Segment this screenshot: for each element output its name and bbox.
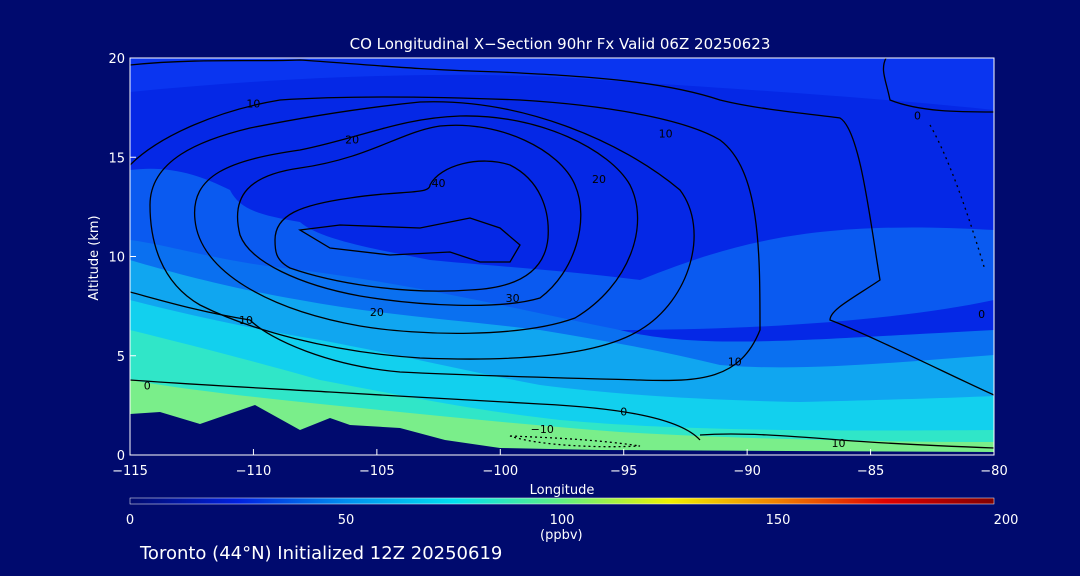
- field-band-mid-upper: [130, 168, 994, 330]
- y-tick-label-3: 15: [108, 151, 125, 166]
- y-tick-label-2: 10: [108, 251, 125, 266]
- contour-0-lower: [130, 379, 701, 441]
- x-tick-label-1: −110: [236, 464, 272, 479]
- colorbar-tick-2: 100: [550, 513, 575, 528]
- x-tick-label-3: −100: [482, 464, 518, 479]
- contour-10-surface: [699, 433, 994, 449]
- x-axis-label: Longitude: [530, 483, 595, 498]
- y-axis-label: Altitude (km): [87, 215, 102, 300]
- contour-0-top: [882, 58, 994, 113]
- colorbar: [129, 497, 995, 505]
- contour-label-10: −10: [531, 423, 554, 436]
- contour-20-upper: [193, 115, 639, 335]
- co-concentration-field: [130, 58, 994, 455]
- contour-label-9: 0: [620, 405, 627, 418]
- contour-label-5: 30: [506, 292, 520, 305]
- contour-10: [130, 96, 761, 382]
- contour-label-6: 20: [370, 306, 384, 319]
- contour-m10: [509, 435, 641, 448]
- chart-title: CO Longitudinal X−Section 90hr Fx Valid …: [349, 35, 771, 53]
- x-tick-label-0: −115: [112, 464, 148, 479]
- contour-label-1: 20: [345, 133, 359, 146]
- contour-label-4: 10: [659, 127, 673, 140]
- y-axis: 0 5 10 15 20: [108, 52, 136, 464]
- contour-labels: 10 20 40 20 10 30 20 10 0 0 −10 10 10 0 0: [144, 98, 985, 450]
- y-tick-label-4: 20: [108, 52, 125, 67]
- x-tick-label-5: −90: [733, 464, 760, 479]
- contour-label-2: 40: [432, 177, 446, 190]
- co-contour-lines: [130, 58, 994, 449]
- colorbar-tick-3: 150: [766, 513, 791, 528]
- field-band-upper: [130, 58, 994, 110]
- contour-label-8: 0: [144, 380, 151, 393]
- x-tick-label-6: −85: [857, 464, 884, 479]
- contour-0-dotted: [929, 124, 986, 271]
- contour-label-14: 0: [978, 308, 985, 321]
- contour-label-3: 20: [592, 173, 606, 186]
- contour-label-12: 10: [831, 437, 845, 450]
- y-tick-label-1: 5: [117, 350, 125, 365]
- contour-20: [149, 101, 695, 360]
- contour-40-outer: [274, 160, 549, 292]
- colorbar-unit-label: (ppbv): [540, 528, 583, 543]
- x-tick-label-7: −80: [980, 464, 1007, 479]
- contour-label-11: 10: [728, 356, 742, 369]
- x-tick-label-4: −95: [610, 464, 637, 479]
- colorbar-tick-1: 50: [338, 513, 355, 528]
- contour-0-upper: [130, 59, 994, 396]
- contour-40-inner: [298, 217, 521, 263]
- contour-label-13: 0: [914, 110, 921, 123]
- terrain: [130, 405, 994, 455]
- contour-label-0: 10: [246, 98, 260, 111]
- colorbar-tick-4: 200: [994, 513, 1019, 528]
- x-axis: −115 −110 −105 −100 −95 −90 −85 −80: [112, 449, 1008, 479]
- footer-station-label: Toronto (44°N) Initialized 12Z 20250619: [140, 543, 503, 564]
- y-tick-label-0: 0: [117, 449, 125, 464]
- x-tick-label-2: −105: [359, 464, 395, 479]
- colorbar-tick-labels: 0 50 100 150 200: [126, 513, 1019, 528]
- contour-30: [236, 124, 582, 307]
- colorbar-tick-0: 0: [126, 513, 134, 528]
- contour-label-7: 10: [239, 314, 253, 327]
